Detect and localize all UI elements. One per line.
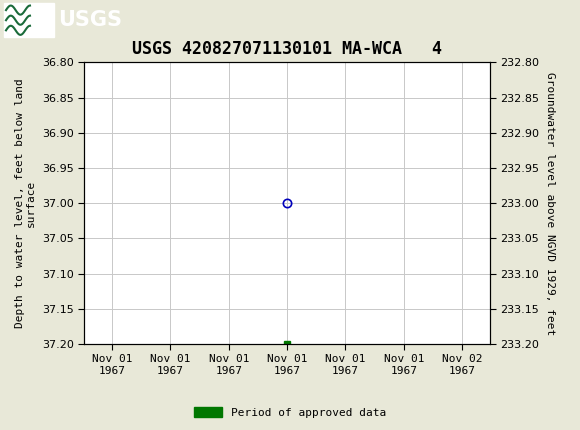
- Y-axis label: Groundwater level above NGVD 1929, feet: Groundwater level above NGVD 1929, feet: [545, 71, 555, 335]
- Legend: Period of approved data: Period of approved data: [190, 403, 390, 422]
- Y-axis label: Depth to water level, feet below land
surface: Depth to water level, feet below land su…: [14, 78, 37, 328]
- Title: USGS 420827071130101 MA-WCA   4: USGS 420827071130101 MA-WCA 4: [132, 40, 442, 58]
- Bar: [4, 3, 54, 37]
- Text: USGS: USGS: [58, 10, 122, 30]
